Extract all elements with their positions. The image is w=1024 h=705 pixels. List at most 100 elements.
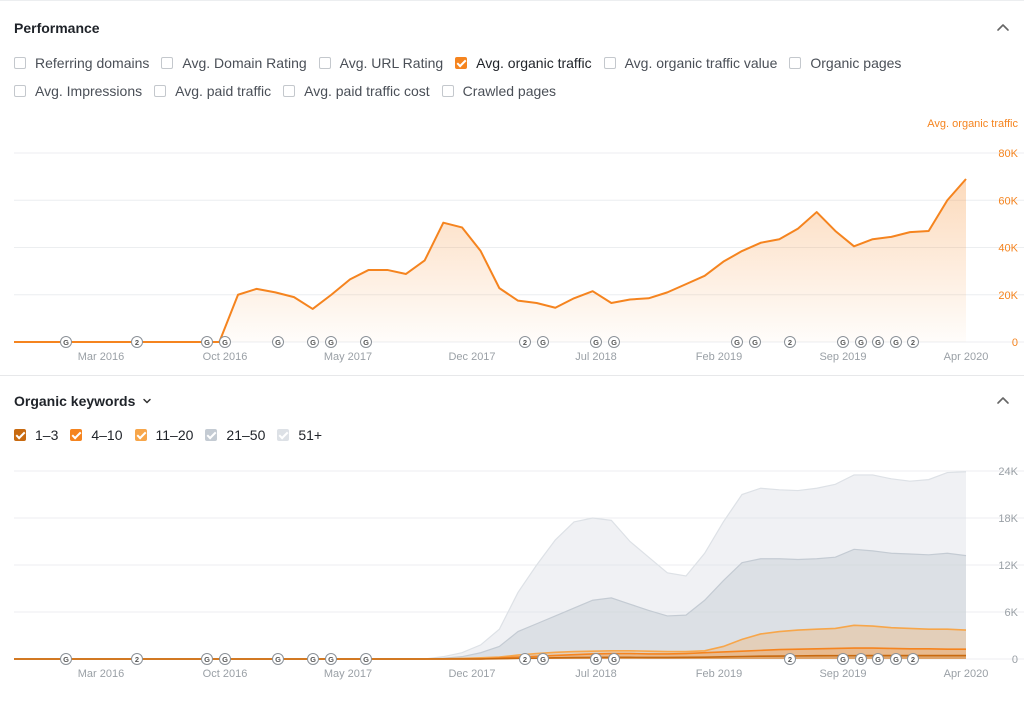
series-area-1-3 [14,655,966,659]
checkbox-label: Crawled pages [462,83,557,99]
annotation-marker[interactable]: 2 [907,336,919,348]
checkbox-avg-url-rating[interactable]: Avg. URL Rating [318,55,443,71]
google-update-marker[interactable]: G [307,336,319,348]
google-update-marker[interactable]: G [272,653,284,665]
checkbox-box[interactable] [161,57,174,69]
x-tick-label: Apr 2020 [944,351,989,363]
google-update-marker[interactable]: G [325,336,337,348]
checkbox-4-10[interactable]: 4–10 [70,427,123,443]
checkbox-crawled-pages[interactable]: Crawled pages [441,83,557,99]
checkbox-1-3[interactable]: 1–3 [14,427,58,443]
google-update-marker[interactable]: G [855,653,867,665]
google-update-marker[interactable]: G [855,336,867,348]
y-tick-label: 80K [998,148,1018,160]
checkbox-label: Avg. Impressions [35,83,143,99]
svg-text:2: 2 [135,655,139,664]
google-update-marker[interactable]: G [608,336,620,348]
google-update-marker[interactable]: G [272,336,284,348]
svg-text:G: G [875,655,881,664]
checkbox-box[interactable] [283,85,296,97]
annotation-marker[interactable]: 2 [131,336,143,348]
google-update-marker[interactable]: G [201,653,213,665]
checkbox-11-20[interactable]: 11–20 [134,427,193,443]
google-update-marker[interactable]: G [837,653,849,665]
checkbox-label: Avg. paid traffic cost [304,83,430,99]
y-tick-label: 12K [998,560,1018,572]
x-tick-label: Apr 2020 [944,668,989,680]
google-update-marker[interactable]: G [325,653,337,665]
google-update-marker[interactable]: G [890,336,902,348]
checkbox-box[interactable] [134,429,147,441]
svg-text:G: G [222,655,228,664]
svg-text:G: G [593,338,599,347]
annotation-marker[interactable]: 2 [519,653,531,665]
x-tick-label: Dec 2017 [448,668,495,680]
google-update-marker[interactable]: G [590,336,602,348]
svg-text:G: G [310,655,316,664]
svg-text:G: G [310,338,316,347]
checkbox-box[interactable] [441,85,454,97]
chevron-up-icon[interactable] [994,392,1012,410]
svg-text:2: 2 [523,338,527,347]
checkbox-avg-paid-traffic[interactable]: Avg. paid traffic [154,83,271,99]
annotation-marker[interactable]: 2 [784,653,796,665]
checkbox-box[interactable] [603,57,616,69]
google-update-marker[interactable]: G [537,653,549,665]
y-tick-label: 0 [1012,654,1018,666]
google-update-marker[interactable]: G [890,653,902,665]
checkbox-box[interactable] [789,57,802,69]
checkbox-box[interactable] [318,57,331,69]
google-update-marker[interactable]: G [608,653,620,665]
svg-text:G: G [63,338,69,347]
series-area-51 [14,471,966,659]
checkbox-51[interactable]: 51+ [277,427,322,443]
annotation-marker[interactable]: 2 [519,336,531,348]
checkbox-box[interactable] [70,429,83,441]
google-update-marker[interactable]: G [60,336,72,348]
google-update-marker[interactable]: G [749,336,761,348]
google-update-marker[interactable]: G [837,336,849,348]
svg-text:G: G [328,655,334,664]
y-tick-label: 20K [998,290,1018,302]
x-tick-label: Oct 2016 [203,668,248,680]
organic-keywords-dropdown[interactable]: Organic keywords [14,393,153,409]
annotation-marker[interactable]: 2 [131,653,143,665]
checkbox-box[interactable] [14,57,26,69]
svg-text:G: G [858,338,864,347]
google-update-marker[interactable]: G [360,336,372,348]
checkbox-box[interactable] [14,429,26,441]
google-update-marker[interactable]: G [872,653,884,665]
google-update-marker[interactable]: G [731,336,743,348]
checkbox-referring-domains[interactable]: Referring domains [14,55,149,71]
google-update-marker[interactable]: G [60,653,72,665]
svg-text:G: G [222,338,228,347]
google-update-marker[interactable]: G [360,653,372,665]
checkbox-box[interactable] [205,429,218,441]
checkbox-box[interactable] [277,429,290,441]
checkbox-organic-pages[interactable]: Organic pages [789,55,901,71]
checkbox-avg-domain-rating[interactable]: Avg. Domain Rating [161,55,307,71]
checkbox-label: Organic pages [810,55,902,71]
checkbox-21-50[interactable]: 21–50 [205,427,265,443]
google-update-marker[interactable]: G [307,653,319,665]
annotation-marker[interactable]: 2 [784,336,796,348]
checkbox-avg-organic-traffic-value[interactable]: Avg. organic traffic value [603,55,777,71]
checkbox-box[interactable] [14,85,26,97]
annotation-marker[interactable]: 2 [907,653,919,665]
google-update-marker[interactable]: G [872,336,884,348]
checkbox-box[interactable] [455,57,468,69]
google-update-marker[interactable]: G [537,336,549,348]
svg-text:G: G [204,338,210,347]
checkbox-avg-organic-traffic[interactable]: Avg. organic traffic [455,55,592,71]
svg-text:2: 2 [788,655,792,664]
checkbox-avg-impressions[interactable]: Avg. Impressions [14,83,142,99]
checkbox-label: Avg. paid traffic [175,83,272,99]
checkbox-box[interactable] [154,85,167,97]
google-update-marker[interactable]: G [219,653,231,665]
google-update-marker[interactable]: G [590,653,602,665]
x-tick-label: Dec 2017 [448,351,495,363]
google-update-marker[interactable]: G [219,336,231,348]
chevron-up-icon[interactable] [994,19,1012,37]
google-update-marker[interactable]: G [201,336,213,348]
checkbox-avg-paid-traffic-cost[interactable]: Avg. paid traffic cost [283,83,430,99]
